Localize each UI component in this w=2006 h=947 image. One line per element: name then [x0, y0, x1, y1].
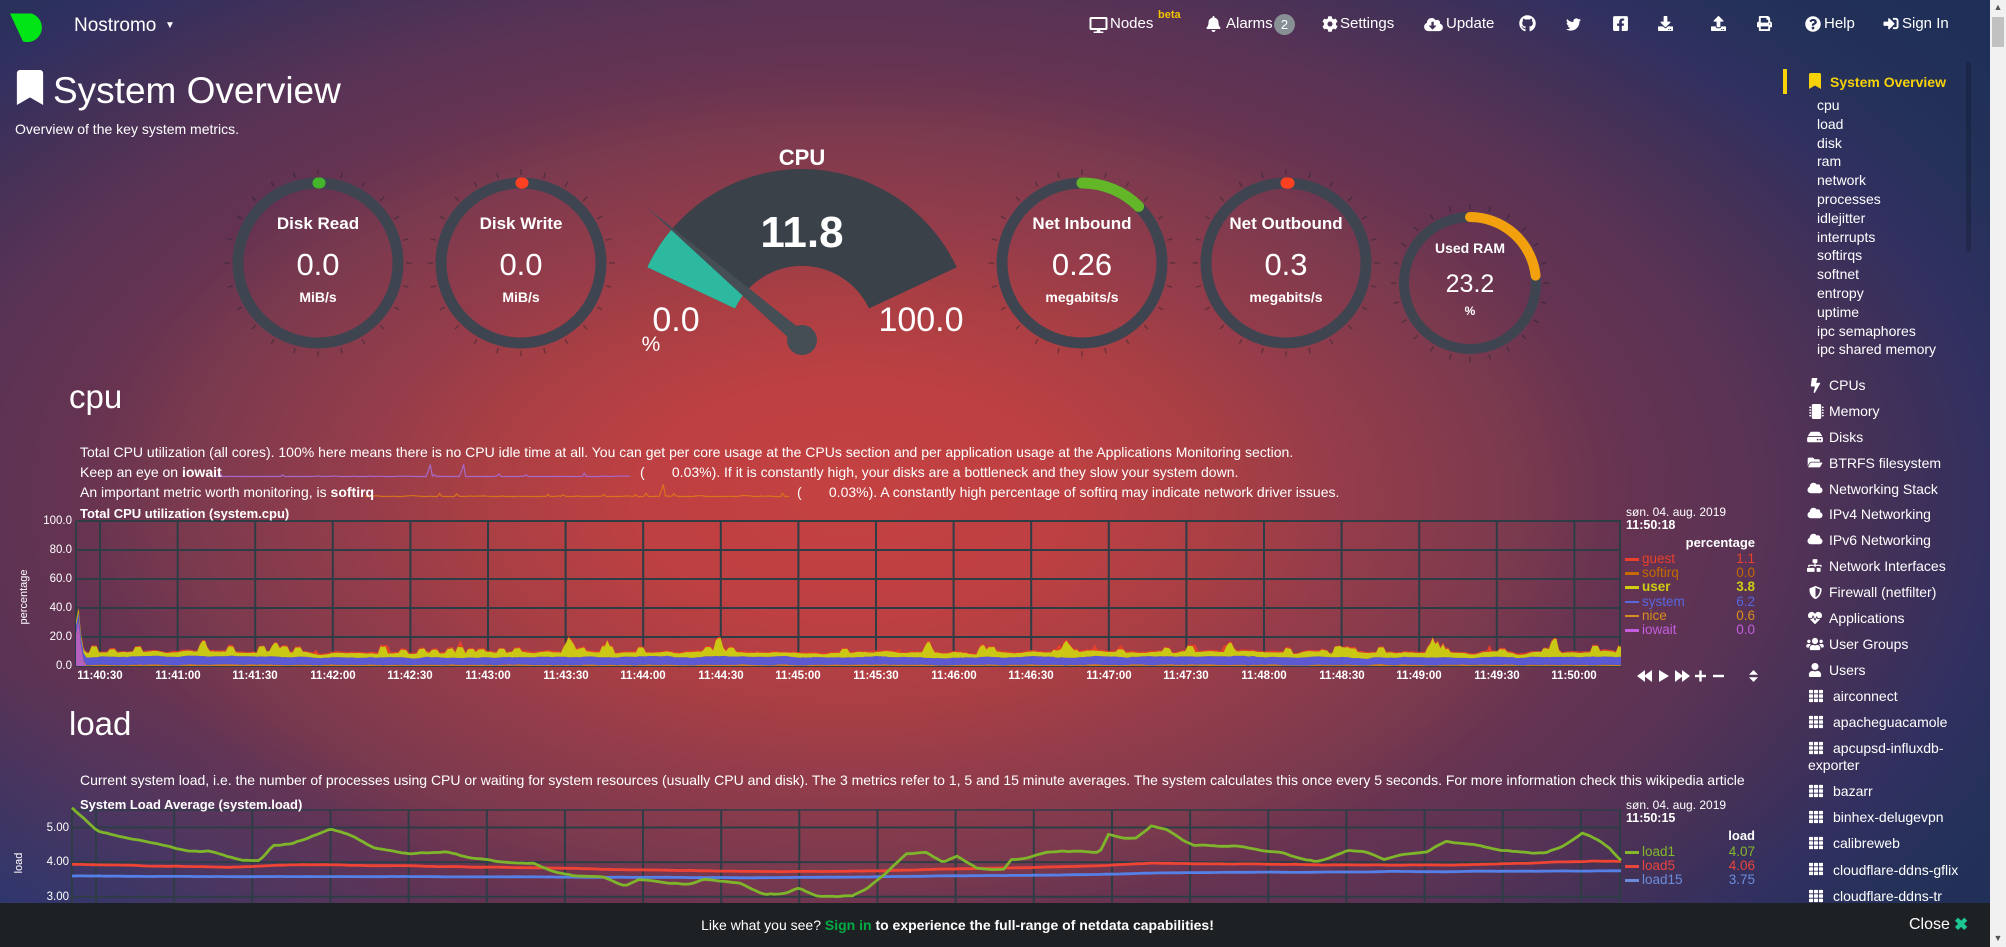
svg-text:MiB/s: MiB/s [502, 289, 540, 305]
svg-text:0.26: 0.26 [1052, 247, 1112, 282]
svg-text:%: % [1465, 304, 1476, 318]
svg-text:%: % [642, 333, 661, 356]
svg-text:0.0: 0.0 [499, 247, 542, 282]
svg-text:megabits/s: megabits/s [1249, 289, 1322, 305]
svg-text:CPU: CPU [779, 145, 825, 170]
svg-text:100.0: 100.0 [878, 301, 963, 339]
svg-text:0.0: 0.0 [652, 301, 699, 339]
svg-text:MiB/s: MiB/s [299, 289, 337, 305]
svg-text:megabits/s: megabits/s [1045, 289, 1118, 305]
svg-text:Net Inbound: Net Inbound [1032, 214, 1131, 233]
svg-text:0.3: 0.3 [1264, 247, 1307, 282]
svg-text:0.0: 0.0 [296, 247, 339, 282]
svg-text:Used RAM: Used RAM [1435, 240, 1505, 256]
svg-text:Net Outbound: Net Outbound [1229, 214, 1342, 233]
svg-text:Disk Write: Disk Write [480, 214, 563, 233]
svg-text:23.2: 23.2 [1446, 270, 1495, 298]
svg-text:Disk Read: Disk Read [277, 214, 359, 233]
svg-text:11.8: 11.8 [760, 208, 843, 257]
